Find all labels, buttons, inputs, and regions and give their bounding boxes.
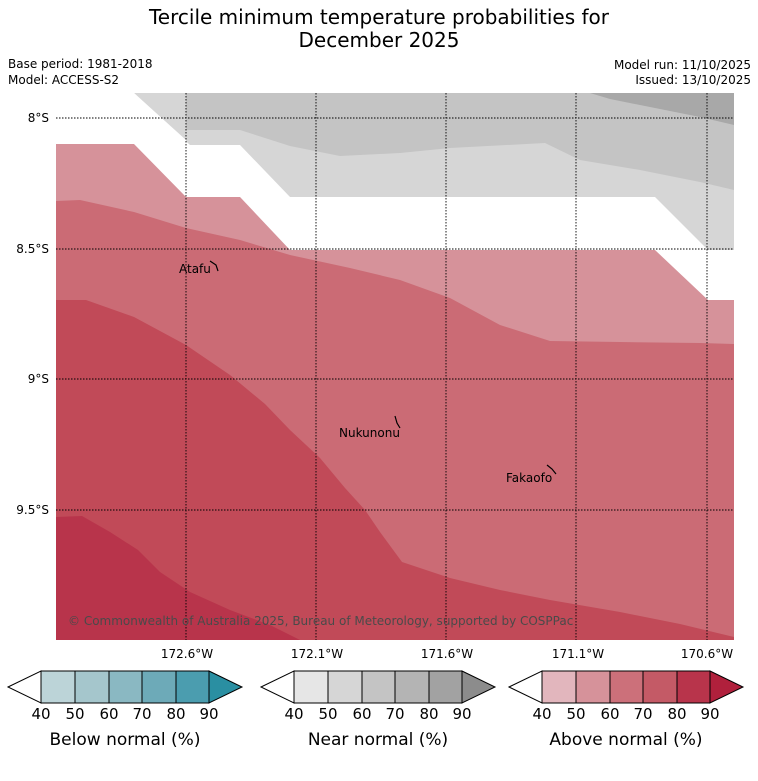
lat-label-9s: 9°S <box>27 372 49 386</box>
no-signal-region <box>186 145 734 300</box>
above-normal-80-region <box>56 516 300 640</box>
lon-label-171-6w: 171.6°W <box>420 647 474 661</box>
cbar-near-tick: 80 <box>419 705 439 723</box>
place-nukunonu: Nukunonu <box>339 426 400 440</box>
issued-date: Issued: 13/10/2025 <box>635 73 751 87</box>
cbar-above-tick: 50 <box>566 705 586 723</box>
cbar-near-tick: 60 <box>352 705 372 723</box>
base-period: Base period: 1981-2018 <box>8 57 153 71</box>
probability-shading <box>56 93 734 640</box>
cbar-below-tick: 70 <box>132 705 152 723</box>
cbar-above-tick: 40 <box>532 705 552 723</box>
lon-label-170-6w: 170.6°W <box>680 647 734 661</box>
cbar-below-tick: 60 <box>99 705 119 723</box>
cbar-above-tick: 70 <box>633 705 653 723</box>
lon-label-171-1w: 171.1°W <box>551 647 605 661</box>
near-normal-60-region <box>590 93 734 125</box>
cbar-near-tick: 70 <box>385 705 405 723</box>
map-title-line2: December 2025 <box>298 28 460 52</box>
colorbar-below-normal <box>6 670 244 704</box>
cbar-near-label: Near normal (%) <box>307 730 449 750</box>
colorbar-near-normal <box>259 670 497 704</box>
model-name: Model: ACCESS-S2 <box>8 73 120 87</box>
place-atafu: Atafu <box>179 262 211 276</box>
cbar-below-tick: 50 <box>65 705 85 723</box>
cbar-below-tick: 90 <box>199 705 219 723</box>
nukunonu-outline <box>394 415 401 429</box>
atolls <box>209 260 557 475</box>
atafu-outline <box>209 260 219 272</box>
colorbar-above-normal <box>507 670 745 704</box>
cbar-above-label: Above normal (%) <box>549 730 703 750</box>
map-title-line1: Tercile minimum temperature probabilitie… <box>148 5 610 29</box>
cbar-below-tick: 40 <box>31 705 51 723</box>
cbar-near-tick: 40 <box>284 705 304 723</box>
near-normal-50-region <box>186 93 734 190</box>
no-signal-region-left <box>56 93 186 145</box>
lat-label-8s: 8°S <box>27 111 49 125</box>
cbar-above-tick: 80 <box>667 705 687 723</box>
graticule <box>56 93 734 640</box>
lon-label-172-1w: 172.1°W <box>290 647 344 661</box>
place-fakaofo: Fakaofo <box>506 471 553 485</box>
cbar-near-tick: 50 <box>318 705 338 723</box>
fakaofo-outline <box>546 464 557 475</box>
lat-label-9-5s: 9.5°S <box>16 503 49 517</box>
above-normal-70-region <box>56 300 734 640</box>
cbar-above-tick: 60 <box>600 705 620 723</box>
copyright-credit: © Commonwealth of Australia 2025, Bureau… <box>68 614 574 628</box>
cbar-above-tick: 90 <box>700 705 720 723</box>
lon-label-172-6w: 172.6°W <box>160 647 214 661</box>
cbar-below-label: Below normal (%) <box>49 730 201 750</box>
cbar-near-tick: 90 <box>452 705 472 723</box>
cbar-below-tick: 80 <box>166 705 186 723</box>
lat-label-8-5s: 8.5°S <box>16 242 49 256</box>
model-run: Model run: 11/10/2025 <box>613 58 751 72</box>
